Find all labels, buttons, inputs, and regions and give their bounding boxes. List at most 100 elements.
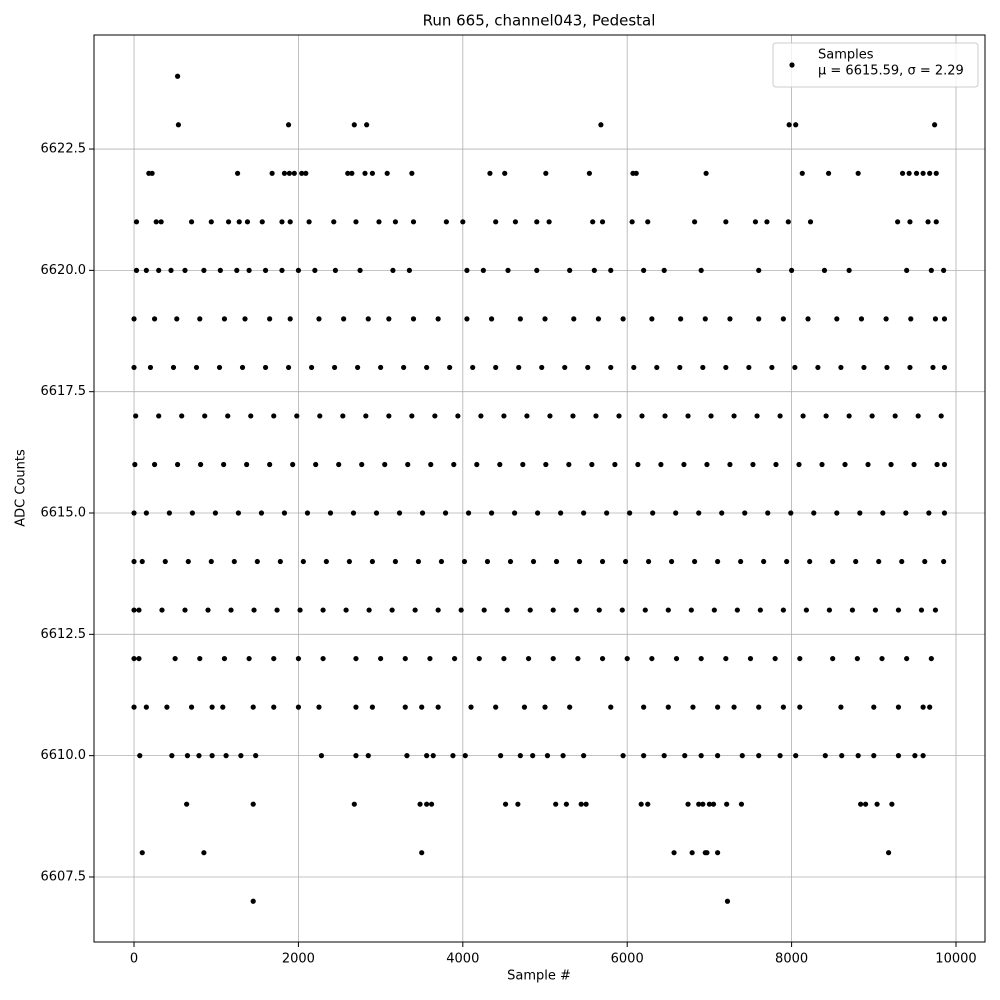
data-point	[493, 364, 499, 371]
data-point	[710, 801, 717, 807]
data-point	[544, 753, 551, 759]
data-point	[435, 316, 441, 322]
data-point	[927, 170, 933, 176]
data-point	[581, 510, 587, 516]
data-point	[627, 510, 633, 516]
x-tick-label: 10000	[935, 952, 976, 967]
data-point	[567, 704, 573, 710]
data-point	[373, 510, 380, 516]
data-point	[913, 170, 920, 176]
data-point	[641, 267, 647, 273]
data-point	[460, 219, 466, 225]
data-point	[139, 558, 145, 565]
data-point	[277, 558, 283, 565]
data-point	[846, 267, 852, 273]
data-point	[465, 510, 472, 516]
data-point	[250, 898, 256, 904]
data-point	[677, 364, 683, 371]
data-point	[673, 510, 679, 516]
data-point	[689, 850, 695, 856]
data-point	[723, 219, 729, 225]
data-point	[340, 413, 346, 419]
data-point	[754, 413, 760, 419]
data-point	[899, 558, 905, 565]
data-point	[512, 219, 519, 225]
data-point	[250, 704, 256, 710]
data-point	[317, 413, 323, 419]
data-point	[608, 364, 614, 371]
data-point	[793, 122, 799, 128]
data-point	[516, 364, 522, 371]
data-point	[750, 461, 756, 468]
data-point	[780, 607, 786, 613]
data-point	[861, 364, 867, 371]
data-point	[162, 558, 168, 565]
data-point	[928, 267, 934, 273]
data-point	[481, 607, 487, 613]
data-point	[800, 413, 806, 419]
data-point	[419, 850, 425, 856]
data-point	[376, 219, 382, 225]
data-point	[525, 655, 532, 662]
data-point	[612, 461, 618, 468]
data-point	[884, 364, 890, 371]
data-point	[295, 267, 302, 273]
data-point	[291, 170, 297, 176]
data-point	[336, 461, 342, 468]
data-point	[700, 801, 706, 807]
data-point	[484, 558, 491, 565]
data-point	[458, 607, 464, 613]
data-point	[629, 219, 635, 225]
data-point	[688, 607, 694, 613]
data-point	[384, 170, 390, 176]
data-point	[925, 219, 931, 225]
data-point	[834, 510, 840, 516]
data-point	[739, 753, 745, 759]
data-point	[715, 850, 721, 856]
data-point	[369, 704, 375, 710]
legend-label: Samples	[818, 48, 874, 63]
data-point	[220, 704, 226, 710]
data-point	[350, 510, 357, 516]
data-point	[209, 704, 215, 710]
data-point	[253, 753, 259, 759]
data-point	[225, 219, 232, 225]
data-point	[359, 461, 365, 468]
data-point	[246, 655, 252, 662]
data-point	[179, 413, 185, 419]
data-point	[435, 704, 441, 710]
data-point	[761, 558, 767, 565]
data-point	[184, 801, 190, 807]
x-tick-label: 4000	[446, 952, 479, 967]
data-point	[353, 753, 359, 759]
data-point	[295, 655, 302, 662]
data-point	[521, 704, 528, 710]
data-point	[742, 510, 748, 516]
data-point	[193, 364, 200, 371]
data-point	[785, 219, 791, 225]
data-point	[874, 801, 880, 807]
data-point	[438, 558, 445, 565]
data-point	[281, 510, 288, 516]
data-point	[493, 704, 499, 710]
data-point	[156, 413, 162, 419]
data-point	[904, 267, 910, 273]
data-point	[504, 607, 510, 613]
data-point	[703, 170, 709, 176]
data-point	[274, 607, 280, 613]
data-point	[172, 655, 178, 662]
data-point	[306, 219, 312, 225]
data-point	[773, 461, 779, 468]
y-tick-label: 6620.0	[41, 263, 87, 278]
data-point	[369, 170, 375, 176]
data-point	[318, 753, 325, 759]
data-point	[786, 122, 792, 128]
data-point	[608, 267, 614, 273]
data-point	[724, 898, 731, 904]
data-point	[480, 267, 486, 273]
data-point	[895, 607, 902, 613]
data-point	[357, 267, 363, 273]
data-point	[590, 219, 596, 225]
legend-box	[772, 42, 979, 88]
data-point	[692, 558, 698, 565]
